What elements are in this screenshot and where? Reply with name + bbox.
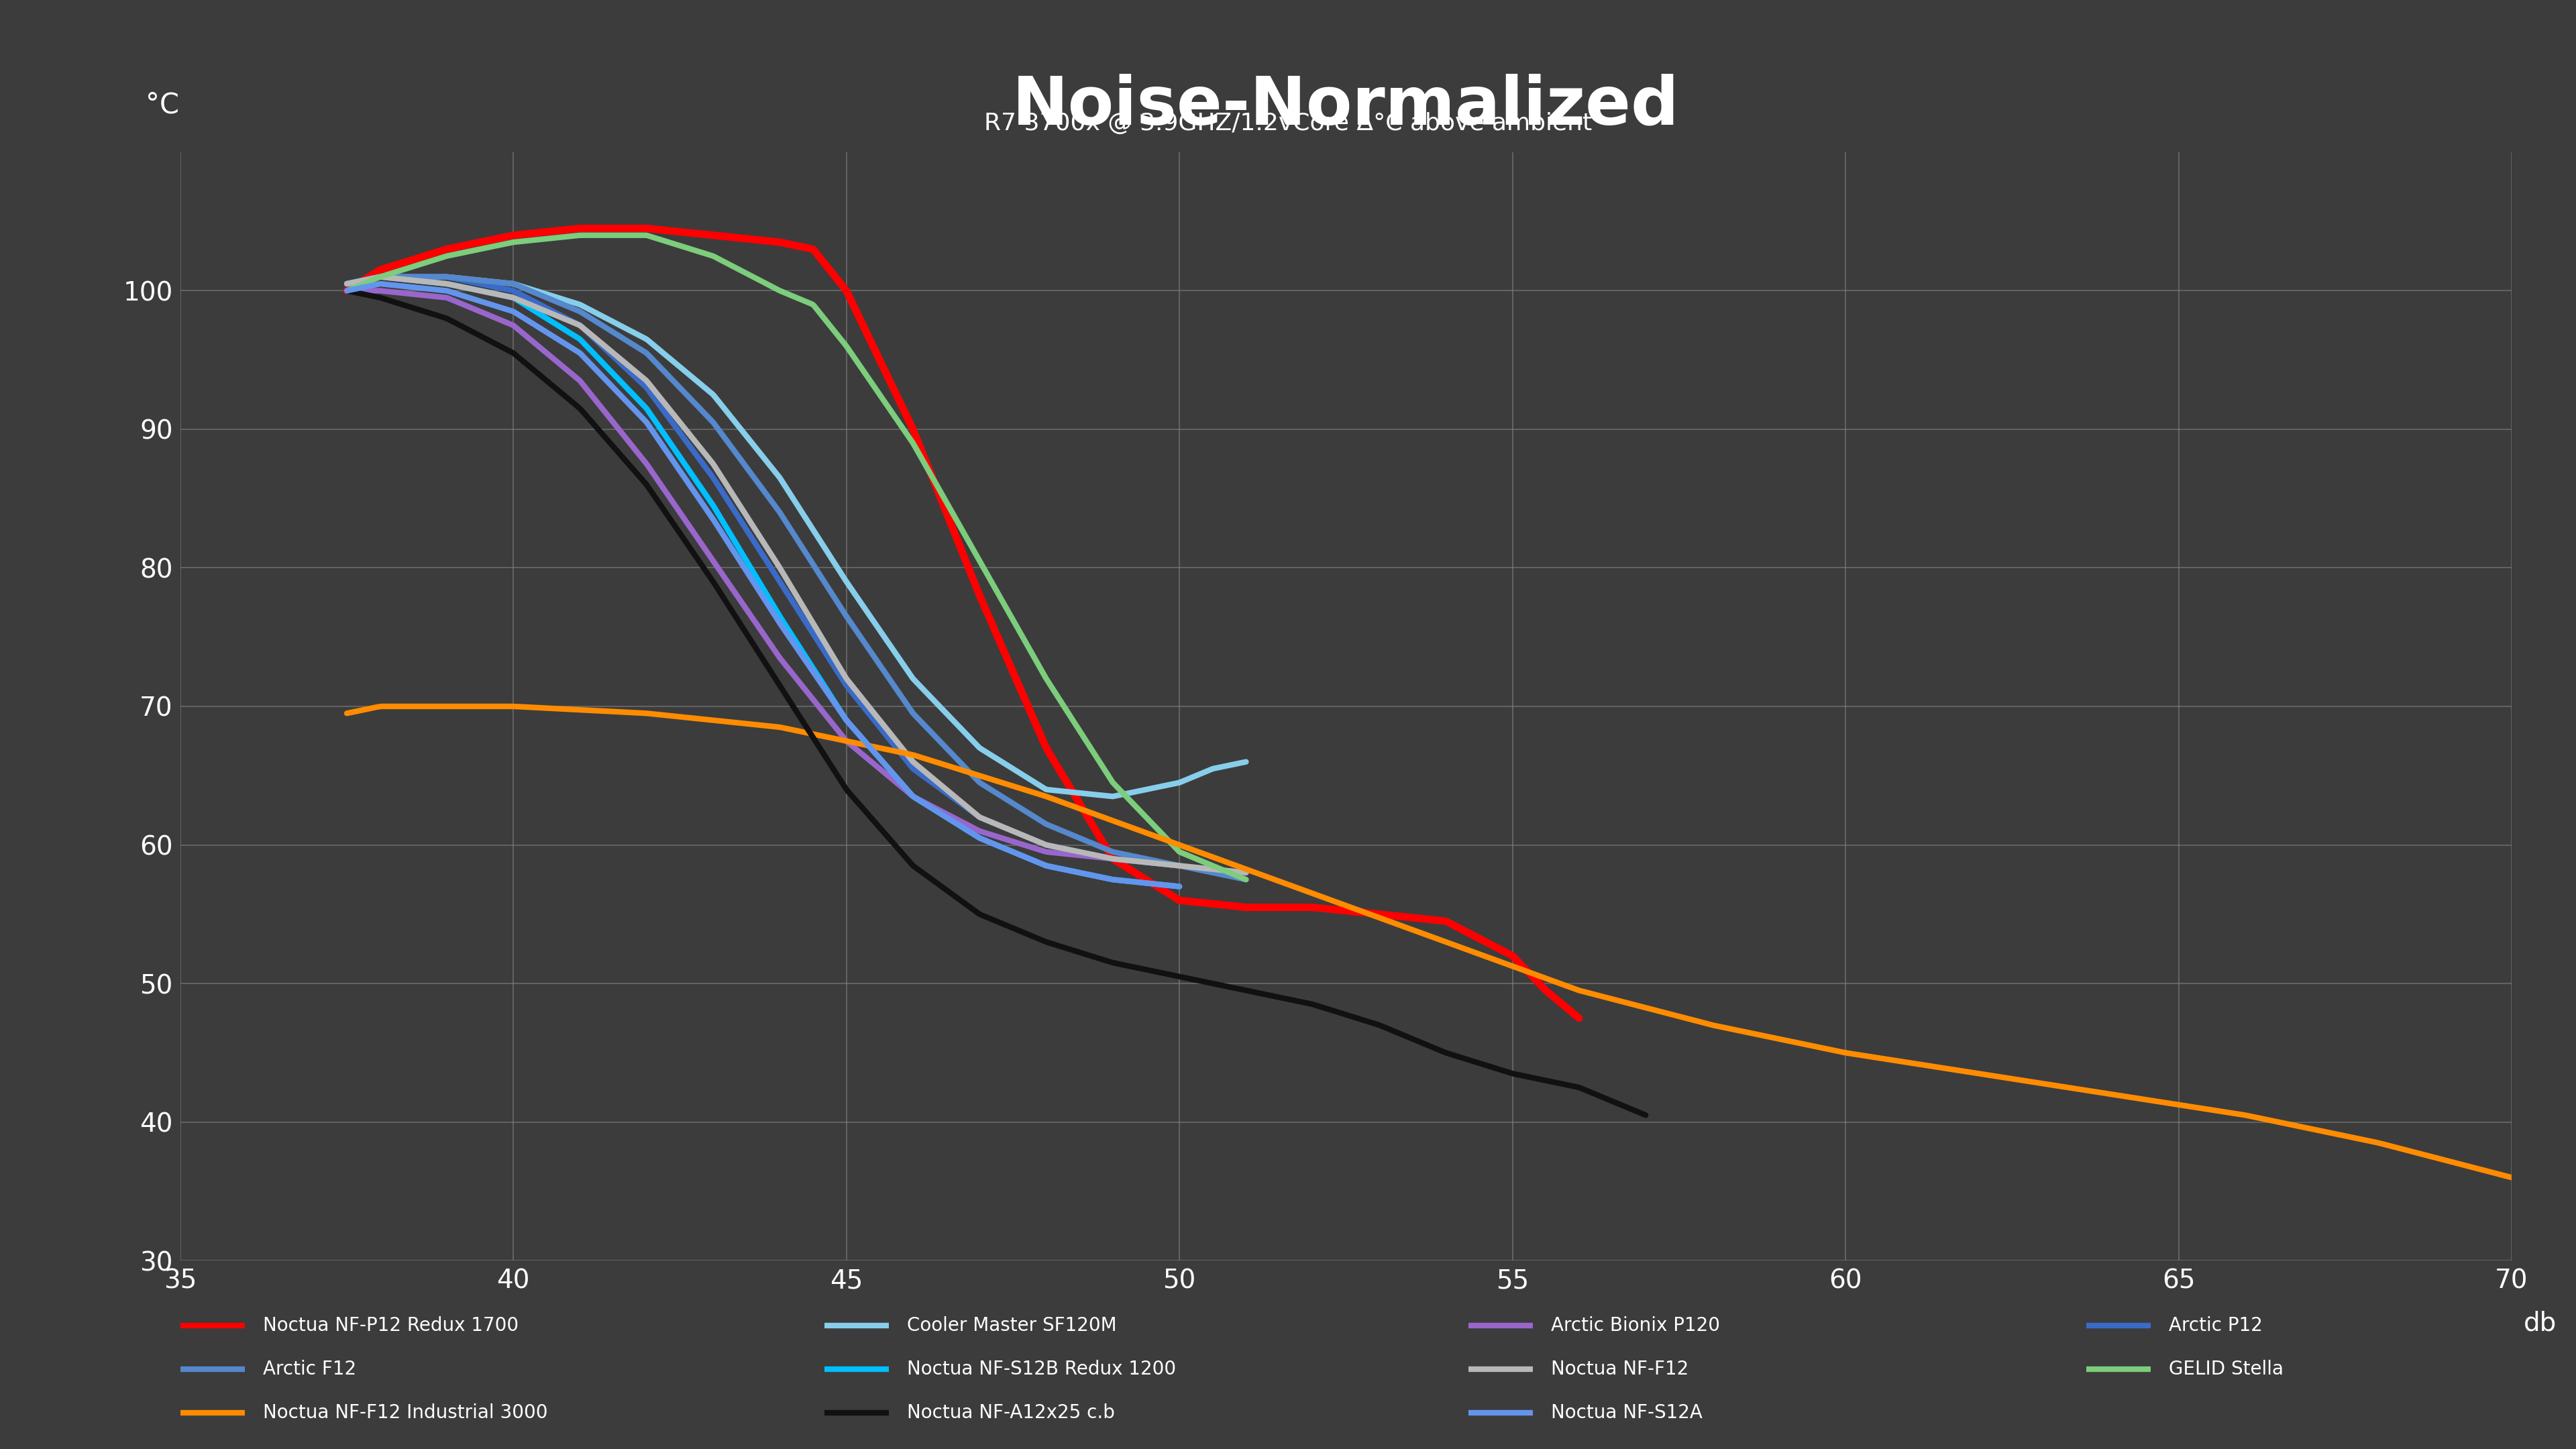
Text: GELID Stella: GELID Stella (2169, 1361, 2285, 1378)
Text: db: db (2524, 1310, 2555, 1336)
Text: Noctua NF-F12 Industrial 3000: Noctua NF-F12 Industrial 3000 (263, 1404, 549, 1421)
Text: Arctic F12: Arctic F12 (263, 1361, 355, 1378)
Text: R7 3700x @ 3.9GHZ/1.2vCore Δ°C above ambient: R7 3700x @ 3.9GHZ/1.2vCore Δ°C above amb… (984, 112, 1592, 135)
Text: Noctua NF-F12: Noctua NF-F12 (1551, 1361, 1687, 1378)
Text: Arctic P12: Arctic P12 (2169, 1317, 2262, 1335)
Text: Noctua NF-S12A: Noctua NF-S12A (1551, 1404, 1703, 1421)
Text: Arctic Bionix P120: Arctic Bionix P120 (1551, 1317, 1721, 1335)
Text: Noctua NF-P12 Redux 1700: Noctua NF-P12 Redux 1700 (263, 1317, 518, 1335)
Text: Cooler Master SF120M: Cooler Master SF120M (907, 1317, 1115, 1335)
Text: Noctua NF-A12x25 c.b: Noctua NF-A12x25 c.b (907, 1404, 1115, 1421)
Text: °C: °C (144, 91, 178, 119)
Title: Noise-Normalized: Noise-Normalized (1012, 74, 1680, 138)
Text: Noctua NF-S12B Redux 1200: Noctua NF-S12B Redux 1200 (907, 1361, 1175, 1378)
